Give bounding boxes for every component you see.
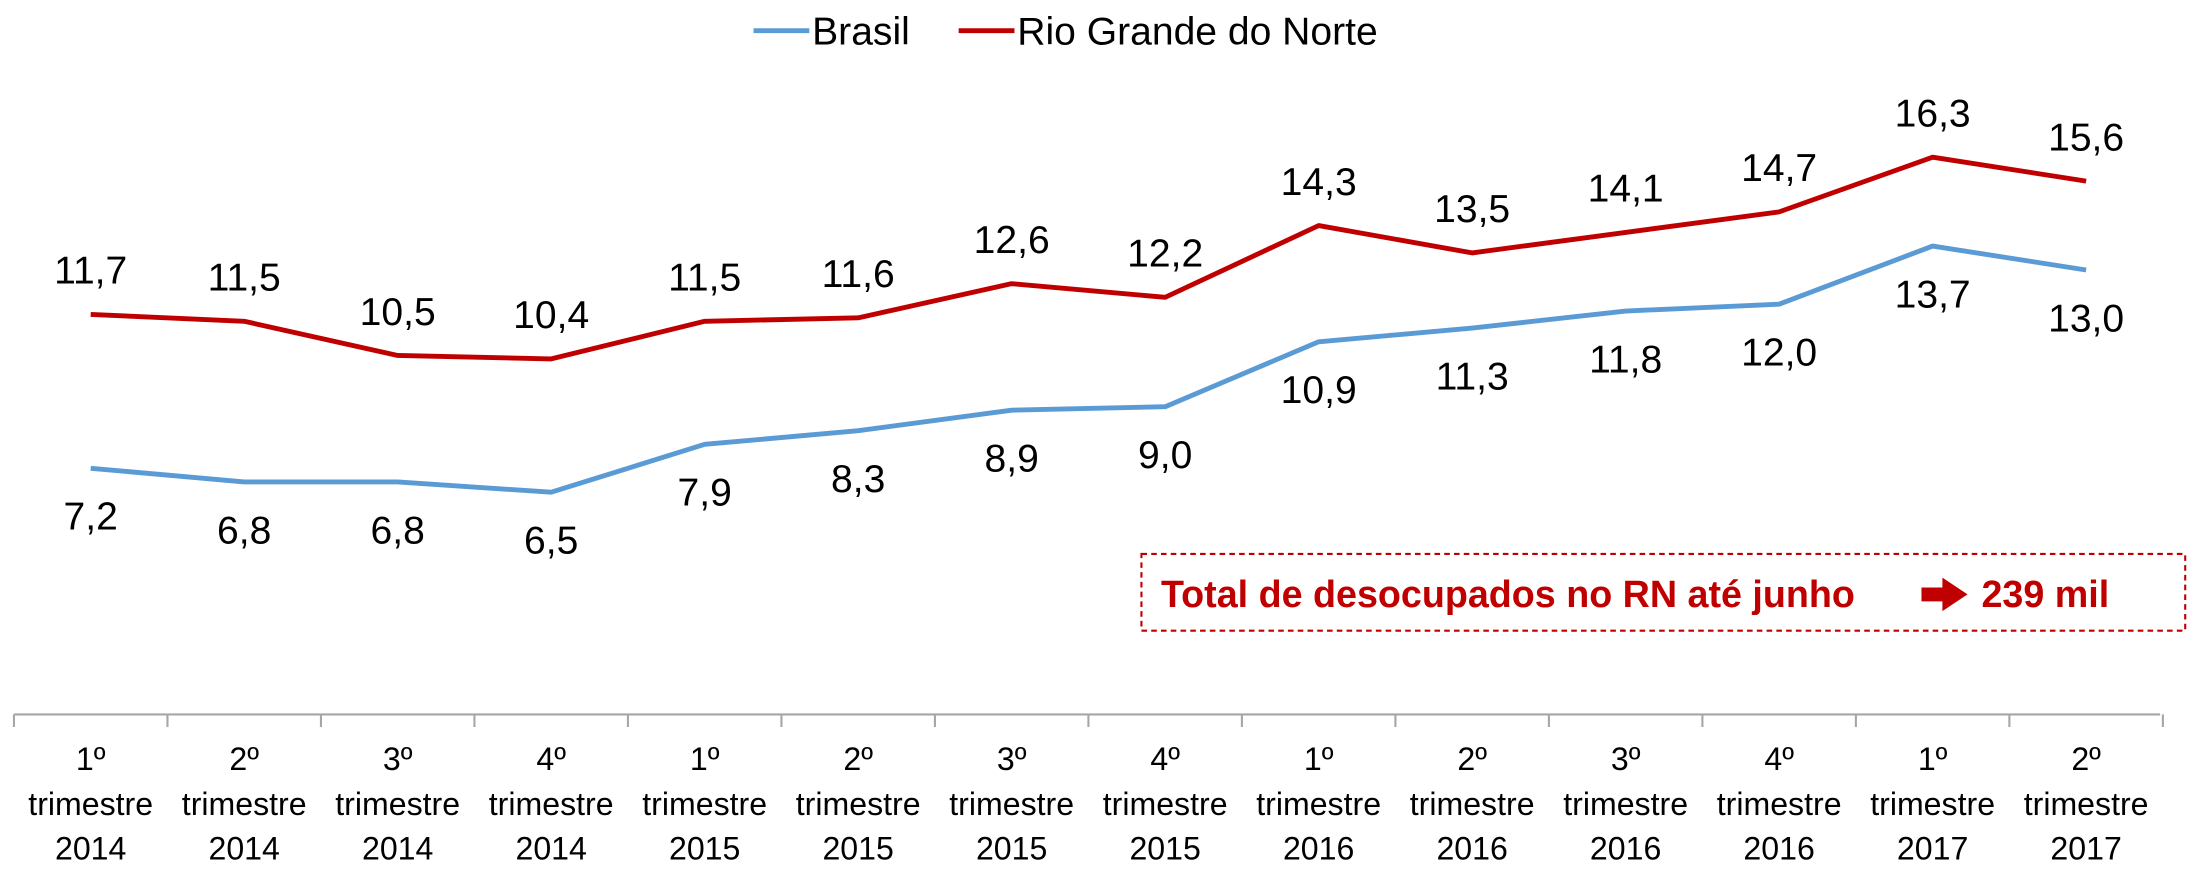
x-tick-label-box: 1º trimestre 2014 [28,740,154,867]
data-label: 9,0 [1138,434,1192,477]
annotation-box [1140,552,2187,632]
x-tick-label-box: 2º trimestre 2016 [1409,740,1535,867]
data-label: 10,5 [360,291,436,334]
x-tick-label: 2º trimestre 2014 [181,740,307,867]
data-label: 7,9 [678,472,732,515]
x-tick-label: 2º trimestre 2017 [2023,740,2149,867]
annotation-arrow [1921,577,1968,612]
data-label: 6,8 [371,509,425,552]
x-tick-label: 4º trimestre 2016 [1716,740,1842,867]
data-label: 12,6 [974,219,1050,262]
series-line [90,243,2087,495]
annotation-text: Total de desocupados no RN até junho [1161,573,1855,615]
data-label: 8,3 [831,458,885,501]
x-tick-label-box: 1º trimestre 2016 [1256,740,1382,867]
x-tick-label: 3º trimestre 2016 [1563,740,1689,867]
x-tick-label: 4º trimestre 2014 [488,740,614,867]
x-tick-label-box: 4º trimestre 2015 [1102,740,1228,867]
x-tick-label: 1º trimestre 2016 [1256,740,1382,867]
data-label: 11,7 [54,250,127,293]
x-tick-label-box: 4º trimestre 2016 [1716,740,1842,867]
data-label: 6,5 [524,520,578,563]
data-label: 11,5 [668,257,741,300]
x-tick-label: 4º trimestre 2015 [1102,740,1228,867]
x-tick-label: 2º trimestre 2015 [795,740,921,867]
x-tick-label-box: 1º trimestre 2015 [642,740,768,867]
annotation-value: 239 mil [1981,573,2109,615]
data-label: 13,0 [2048,297,2124,340]
x-tick-label: 2º trimestre 2016 [1409,740,1535,867]
x-tick-label: 3º trimestre 2015 [949,740,1075,867]
data-label: 11,3 [1436,356,1509,399]
x-tick-label-box: 3º trimestre 2016 [1563,740,1689,867]
data-label: 10,4 [513,294,589,337]
data-label: 11,8 [1589,338,1662,381]
x-tick-label: 1º trimestre 2014 [28,740,154,867]
data-label: 13,5 [1434,188,1510,231]
data-label: 12,0 [1741,332,1817,375]
x-tick-label-box: 3º trimestre 2014 [335,740,461,867]
data-label: 6,8 [217,509,271,552]
x-tick-label: 1º trimestre 2017 [1870,740,1996,867]
data-label: 14,7 [1741,147,1817,190]
legend-label: Brasil [812,11,910,54]
data-label: 8,9 [985,438,1039,481]
data-label: 13,7 [1895,273,1971,316]
data-label: 11,5 [208,257,281,300]
data-label: 15,6 [2048,116,2124,159]
data-label: 10,9 [1281,369,1357,412]
data-label: 11,6 [822,253,895,296]
series-line [90,154,2087,362]
data-label: 16,3 [1895,92,1971,135]
x-tick-label: 3º trimestre 2014 [335,740,461,867]
data-label: 14,3 [1281,161,1357,204]
x-tick-label-box: 4º trimestre 2014 [488,740,614,867]
legend-label: Rio Grande do Norte [1017,11,1377,54]
x-tick-label: 1º trimestre 2015 [642,740,768,867]
x-tick-label-box: 1º trimestre 2017 [1870,740,1996,867]
x-tick-label-box: 2º trimestre 2017 [2023,740,2149,867]
data-label: 7,2 [64,496,118,539]
x-tick-label-box: 2º trimestre 2015 [795,740,921,867]
x-tick-label-box: 2º trimestre 2014 [181,740,307,867]
x-tick-label-box: 3º trimestre 2015 [949,740,1075,867]
data-label: 12,2 [1127,233,1203,276]
data-label: 14,1 [1588,168,1664,211]
